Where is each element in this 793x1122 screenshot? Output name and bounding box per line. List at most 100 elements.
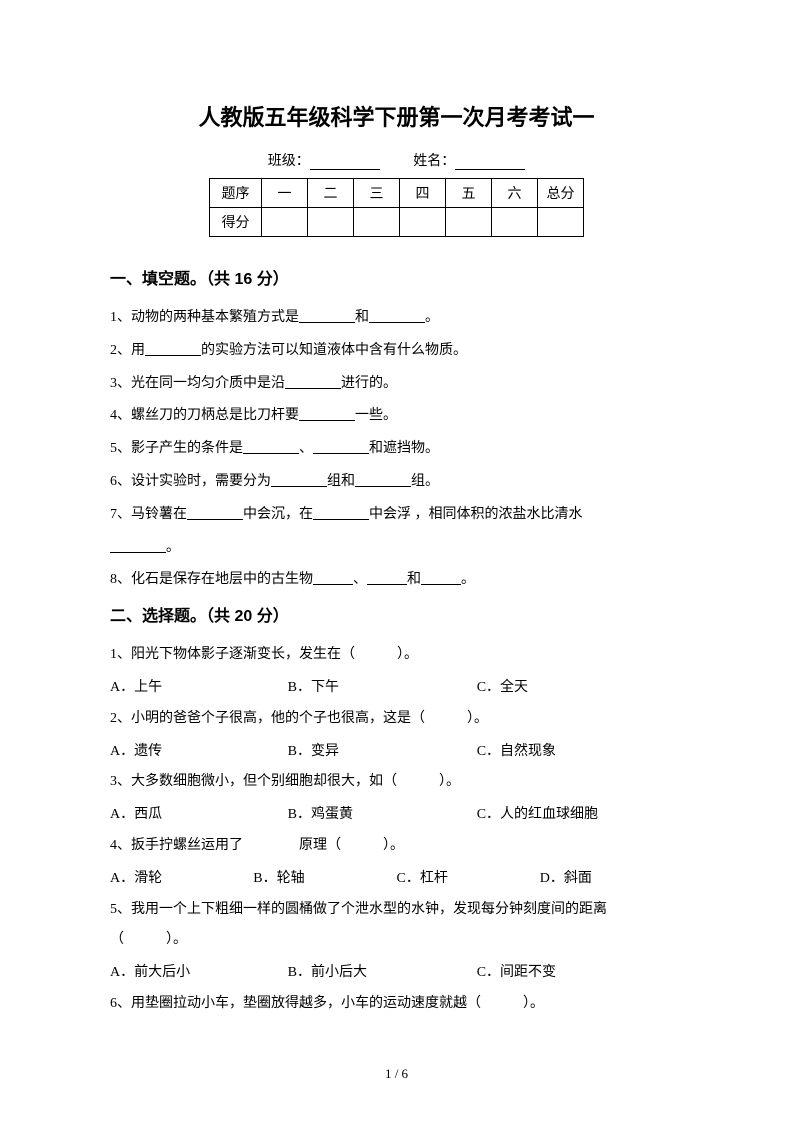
fill-blank [369,309,425,323]
table-row: 题序 一 二 三 四 五 六 总分 [210,179,584,208]
question: 7、马铃薯在中会沉，在中会浮 ，相同体积的浓盐水比清水 [110,500,683,531]
fill-blank [285,375,341,389]
col-header: 五 [446,179,492,208]
section-heading-2: 二、选择题。（共 20 分） [110,602,683,626]
question-text: 、 [299,441,313,456]
score-cell [308,208,354,237]
fill-blank [243,440,299,454]
score-cell [354,208,400,237]
question-text: 组。 [411,474,439,489]
page-number: 1 / 6 [0,1066,793,1082]
score-cell [400,208,446,237]
question-text: 、 [353,572,367,587]
question-text: 5、影子产生的条件是 [110,441,243,456]
row-header: 得分 [210,208,262,237]
question: 。 [110,533,683,564]
question-text: 组和 [327,474,355,489]
student-info-line: 班级： 姓名： [110,150,683,170]
col-header: 一 [262,179,308,208]
name-label: 姓名： [413,154,455,169]
option-a: A．前大后小 [110,958,288,989]
question: 2、用 的实验方法可以知道液体中含有什么物质。 [110,336,683,367]
question-text: 一些。 [355,408,397,423]
option-c: C．自然现象 [477,737,683,768]
question: 3、光在同一均匀介质中是沿 进行的。 [110,369,683,400]
page-title: 人教版五年级科学下册第一次月考考试一 [110,100,683,132]
option-a: A．滑轮 [110,864,253,895]
options: A．西瓜 B．鸡蛋黄 C．人的红血球细胞 [110,800,683,831]
options: A．滑轮 B．轮轴 C．杠杆 D．斜面 [110,864,683,895]
section-heading-1: 一、填空题。（共 16 分） [110,265,683,289]
question-text: 6、设计实验时，需要分为 [110,474,271,489]
fill-blank [299,309,355,323]
options: A．遗传 B．变异 C．自然现象 [110,737,683,768]
col-header: 二 [308,179,354,208]
option-b: B．鸡蛋黄 [288,800,477,831]
fill-blank [355,473,411,487]
fill-blank [299,407,355,421]
question: 4、扳手拧螺丝运用了 原理（ ）。 [110,831,683,862]
question-text: 。 [166,540,180,555]
question-text: 和遮挡物。 [369,441,439,456]
option-a: A．上午 [110,673,288,704]
fill-blank [421,571,461,585]
option-c: C．间距不变 [477,958,683,989]
options: A．上午 B．下午 C．全天 [110,673,683,704]
fill-blank [271,473,327,487]
fill-blank [313,506,369,520]
fill-blank [367,571,407,585]
question: 5、影子产生的条件是 、 和遮挡物。 [110,434,683,465]
col-header: 六 [492,179,538,208]
question-text: 。 [461,572,475,587]
fill-blank [110,539,166,553]
option-d: D．斜面 [540,864,683,895]
question-text: 进行的。 [341,376,397,391]
option-a: A．西瓜 [110,800,288,831]
question: 1、阳光下物体影子逐渐变长，发生在（ ）。 [110,640,683,671]
question-text: 7、马铃薯在 [110,507,187,522]
row-header: 题序 [210,179,262,208]
score-table: 题序 一 二 三 四 五 六 总分 得分 [209,178,584,237]
score-cell [446,208,492,237]
score-cell [262,208,308,237]
table-row: 得分 [210,208,584,237]
fill-blank [145,342,201,356]
question: 1、动物的两种基本繁殖方式是和。 [110,303,683,334]
option-c: C．全天 [477,673,683,704]
col-header: 总分 [538,179,584,208]
question: 3、大多数细胞微小，但个别细胞却很大，如（ ）。 [110,767,683,798]
class-label: 班级： [268,154,310,169]
option-c: C．人的红血球细胞 [477,800,683,831]
option-c: C．杠杆 [397,864,540,895]
question: 6、设计实验时，需要分为 组和 组。 [110,467,683,498]
option-b: B．变异 [288,737,477,768]
col-header: 三 [354,179,400,208]
question-text: 和 [407,572,421,587]
question-text: 的实验方法可以知道液体中含有什么物质。 [201,343,467,358]
question-text: 中会沉，在 [243,507,313,522]
question-text: 8、化石是保存在地层中的古生物 [110,572,313,587]
option-b: B．轮轴 [253,864,396,895]
class-blank [310,156,380,170]
fill-blank [313,440,369,454]
option-a: A．遗传 [110,737,288,768]
fill-blank [313,571,353,585]
name-blank [455,156,525,170]
col-header: 四 [400,179,446,208]
question-text: 。 [425,310,439,325]
question-text: 3、光在同一均匀介质中是沿 [110,376,285,391]
score-cell [492,208,538,237]
score-cell [538,208,584,237]
question: 6、用垫圈拉动小车，垫圈放得越多，小车的运动速度就越（ ）。 [110,989,683,1020]
question: 4、螺丝刀的刀柄总是比刀杆要 一些。 [110,401,683,432]
question: 5、我用一个上下粗细一样的圆桶做了个泄水型的水钟，发现每分钟刻度间的距离（ ）。 [110,895,683,957]
question-text: 和 [355,310,369,325]
options: A．前大后小 B．前小后大 C．间距不变 [110,958,683,989]
option-b: B．下午 [288,673,477,704]
question: 2、小明的爸爸个子很高，他的个子也很高，这是（ ）。 [110,704,683,735]
option-b: B．前小后大 [288,958,477,989]
question: 8、化石是保存在地层中的古生物 、 和 。 [110,565,683,596]
fill-blank [187,506,243,520]
question-text: 4、螺丝刀的刀柄总是比刀杆要 [110,408,299,423]
question-text: 2、用 [110,343,145,358]
